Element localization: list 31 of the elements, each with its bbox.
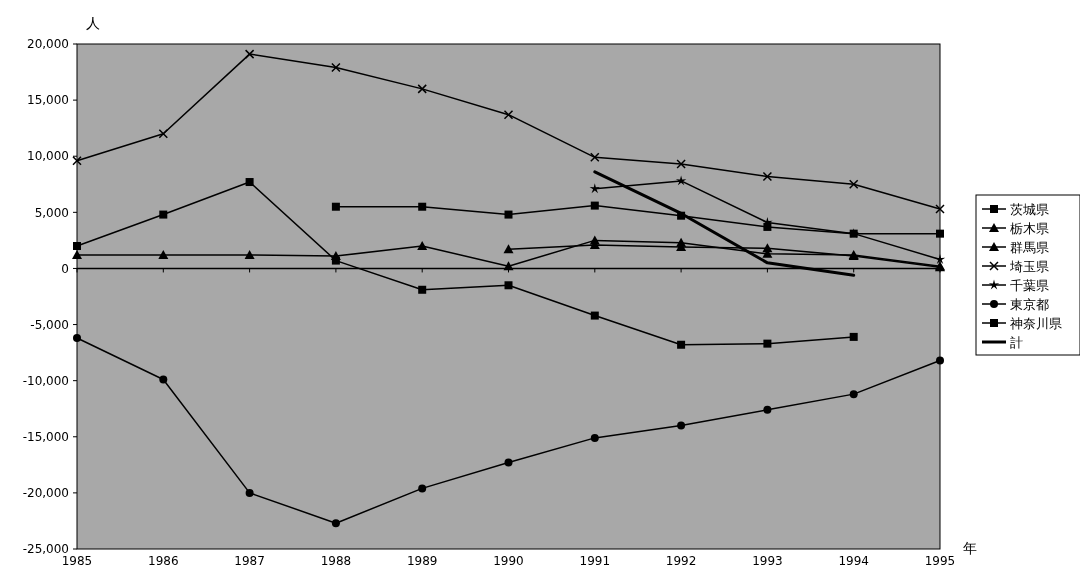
x-tick-label: 1987 — [234, 554, 265, 568]
legend-label: 埼玉県 — [1009, 258, 1049, 274]
x-tick-label: 1989 — [406, 554, 438, 568]
y-tick-label: -5,000 — [30, 317, 69, 332]
y-tick-label: -25,000 — [22, 542, 69, 557]
x-tick-label: 1986 — [148, 554, 179, 568]
legend-label: 栃木県 — [1010, 220, 1049, 236]
x-tick-label: 1988 — [320, 554, 352, 568]
y-tick-label: 5,000 — [34, 205, 69, 220]
legend-label: 神奈川県 — [1010, 315, 1062, 331]
x-tick-label: 1992 — [665, 554, 697, 568]
y-tick-label: 10,000 — [27, 149, 69, 164]
y-tick-label: -20,000 — [22, 486, 69, 501]
x-tick-label: 1991 — [579, 554, 611, 568]
y-tick-label: -10,000 — [22, 373, 69, 388]
x-tick-label: 1993 — [752, 554, 783, 568]
x-axis-title: 年 — [963, 540, 977, 556]
y-axis-title: 人 — [86, 15, 100, 31]
y-tick-label: 20,000 — [27, 37, 69, 52]
legend-label: 群馬県 — [1010, 239, 1049, 255]
legend-label: 茨城県 — [1010, 201, 1049, 217]
y-tick-label: -15,000 — [22, 429, 69, 444]
x-tick-label: 1990 — [493, 554, 524, 568]
y-tick-label: 15,000 — [27, 93, 69, 108]
legend-label: 計 — [1010, 334, 1023, 350]
x-tick-label: 1995 — [924, 554, 956, 568]
y-tick-label: 0 — [61, 261, 69, 276]
x-tick-label: 1994 — [838, 554, 869, 568]
legend-label: 東京都 — [1010, 296, 1049, 312]
legend-label: 千葉県 — [1010, 277, 1049, 293]
x-tick-label: 1985 — [61, 554, 93, 568]
